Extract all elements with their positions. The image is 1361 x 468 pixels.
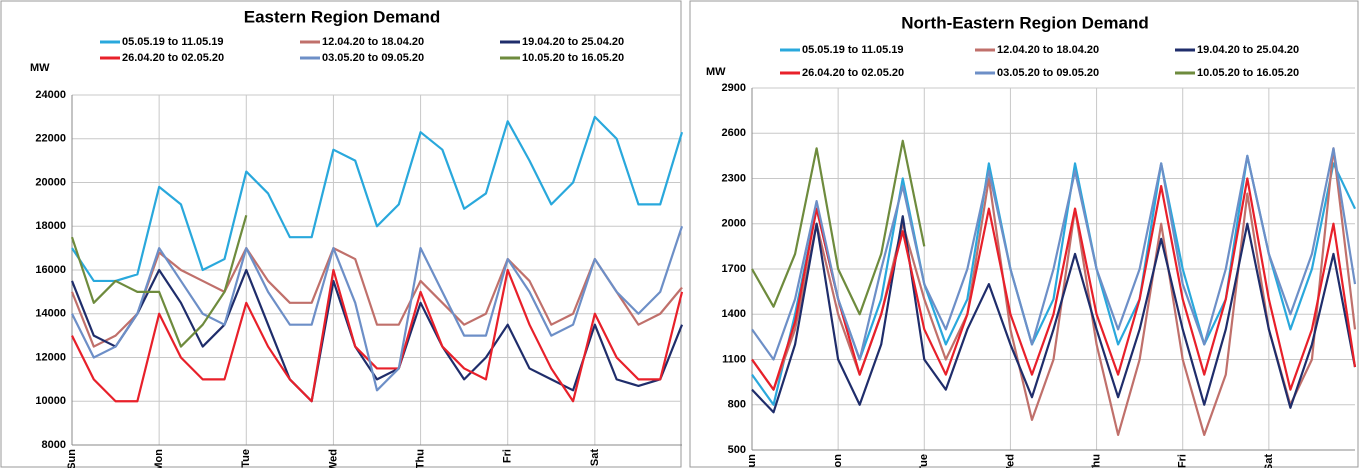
y-tick-label: 2300 — [722, 172, 746, 184]
legend-label: 12.04.20 to 18.04.20 — [322, 36, 424, 48]
series-line — [751, 177, 1357, 391]
y-tick-label: 24000 — [35, 89, 66, 101]
y-tick-label: 1100 — [722, 353, 746, 365]
y-tick-label: 1400 — [722, 308, 746, 320]
series-line — [70, 247, 683, 348]
y-tick-label: 12000 — [35, 351, 66, 363]
series-line — [751, 147, 1357, 361]
series-line — [751, 215, 1357, 414]
legend-label: 05.05.19 to 11.05.19 — [802, 44, 904, 56]
y-tick-label: 500 — [728, 444, 746, 456]
legend-label: 03.05.20 to 09.05.20 — [322, 52, 424, 64]
legend-label: 19.04.20 to 25.04.20 — [522, 36, 624, 48]
legend-label: 26.04.20 to 02.05.20 — [122, 52, 224, 64]
x-tick-label: Sat — [1263, 454, 1275, 468]
y-tick-label: 20000 — [35, 176, 66, 188]
series-line — [70, 215, 248, 348]
x-tick-label: Tue — [918, 454, 930, 468]
chart-title: Eastern Region Demand — [244, 7, 441, 26]
y-tick-label: 2900 — [722, 82, 746, 94]
y-tick-label: 10000 — [35, 395, 66, 407]
panel-border — [0, 0, 682, 468]
x-tick-label: Fri — [1177, 454, 1189, 468]
y-tick-label: 2600 — [722, 127, 746, 139]
legend-label: 10.05.20 to 16.05.20 — [1197, 67, 1299, 79]
legend-label: 26.04.20 to 02.05.20 — [802, 67, 904, 79]
x-tick-label: Sat — [589, 449, 601, 466]
x-tick-label: Tue — [240, 449, 252, 468]
x-tick-label: Fri — [502, 449, 514, 463]
y-axis-label: MW — [30, 62, 50, 74]
x-tick-label: Mon — [153, 449, 165, 468]
series-line — [71, 115, 684, 283]
x-tick-label: Sun — [746, 454, 758, 468]
y-tick-label: 18000 — [35, 220, 66, 232]
legend-label: 12.04.20 to 18.04.20 — [997, 44, 1099, 56]
y-tick-label: 22000 — [35, 133, 66, 145]
legend-label: 05.05.19 to 11.05.19 — [122, 36, 224, 48]
y-tick-label: 8000 — [42, 439, 66, 451]
x-tick-label: Mon — [832, 454, 844, 468]
y-tick-label: 16000 — [35, 264, 66, 276]
y-tick-label: 1700 — [722, 263, 746, 275]
y-tick-label: 2000 — [722, 218, 746, 230]
y-tick-label: 14000 — [35, 308, 66, 320]
x-tick-label: Thu — [414, 449, 426, 468]
y-tick-label: 800 — [728, 399, 746, 411]
x-tick-label: Wed — [327, 449, 339, 468]
y-axis-label: MW — [706, 66, 726, 78]
x-tick-label: Thu — [1090, 454, 1102, 468]
legend-label: 03.05.20 to 09.05.20 — [997, 67, 1099, 79]
series-line — [751, 147, 1357, 437]
panel-border — [689, 0, 1359, 468]
series-line — [71, 225, 684, 392]
series-line — [71, 268, 684, 403]
legend-label: 19.04.20 to 25.04.20 — [1197, 44, 1299, 56]
series-line — [751, 139, 926, 316]
chart-title: North-Eastern Region Demand — [901, 13, 1148, 32]
x-tick-label: Wed — [1004, 454, 1016, 468]
x-tick-label: Sun — [66, 449, 78, 468]
legend-label: 10.05.20 to 16.05.20 — [522, 52, 624, 64]
